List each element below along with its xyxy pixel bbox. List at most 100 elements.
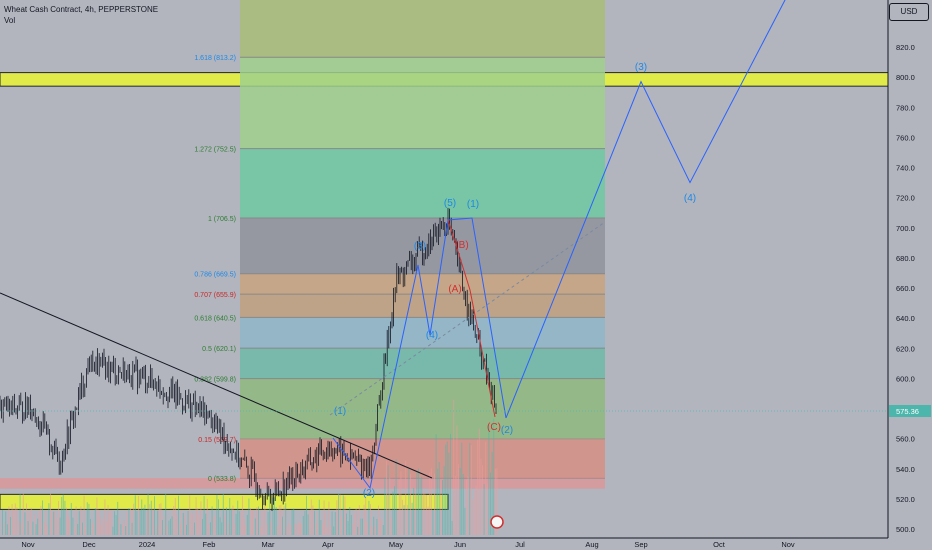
price-axis[interactable] [888, 0, 932, 550]
volume-bar [414, 487, 416, 535]
volume-bar [123, 520, 125, 535]
volume-bar [99, 517, 101, 535]
volume-bar [93, 524, 95, 535]
volume-indicator-label: Vol [4, 16, 16, 25]
volume-bar [490, 472, 491, 535]
volume-bar [155, 525, 157, 535]
volume-bar [248, 498, 250, 535]
volume-bar [34, 514, 35, 535]
volume-bar [358, 505, 360, 535]
volume-bar [312, 505, 314, 535]
fib-level-label: 0.707 (655.9) [194, 292, 236, 299]
volume-bar [45, 511, 47, 535]
volume-bar [320, 519, 322, 535]
volume-bar [419, 478, 421, 535]
volume-bar [349, 506, 351, 535]
volume-bar [294, 523, 296, 535]
volume-bar [5, 511, 7, 535]
volume-bar [341, 516, 343, 535]
volume-bar [288, 522, 290, 535]
x-tick-label: May [389, 540, 403, 549]
volume-bar [392, 491, 394, 535]
y-tick-label: 820.0 [896, 43, 915, 52]
volume-bar [189, 495, 191, 535]
volume-bar [101, 524, 103, 535]
y-tick-label: 720.0 [896, 194, 915, 203]
volume-bar [459, 467, 461, 535]
volume-bar [206, 498, 208, 535]
volume-bar [317, 512, 319, 535]
volume-bar [67, 515, 69, 535]
wave-label: (1) [467, 199, 479, 210]
currency-button[interactable]: USD [889, 3, 929, 21]
volume-bar [382, 524, 384, 535]
volume-bar [32, 521, 34, 535]
volume-bar [146, 511, 147, 535]
volume-bar [230, 508, 232, 535]
volume-bar [181, 510, 183, 535]
volume-bar [477, 439, 479, 535]
volume-bar [8, 506, 10, 535]
volume-bar [304, 510, 306, 535]
volume-bar [269, 493, 271, 535]
volume-bar [462, 473, 464, 535]
projection-path [505, 0, 786, 419]
wave-label: (2) [363, 488, 375, 499]
volume-bar [384, 477, 386, 535]
volume-bar [139, 509, 141, 535]
x-tick-label: Aug [585, 540, 598, 549]
volume-bar [430, 468, 432, 535]
volume-bar [115, 515, 117, 535]
volume-bar [416, 470, 418, 535]
volume-bar [13, 509, 15, 535]
volume-bar [410, 473, 411, 535]
volume-bar [402, 499, 403, 535]
fib-level-label: 1.618 (813.2) [194, 55, 236, 62]
volume-bar [326, 526, 328, 535]
tv-logo-icon[interactable] [490, 515, 504, 529]
volume-bar [27, 521, 29, 535]
volume-bar [178, 495, 179, 535]
volume-bar [77, 523, 79, 535]
volume-bar [474, 490, 475, 535]
wave-label: (A) [448, 284, 461, 295]
volume-bar [114, 511, 115, 535]
volume-bar [400, 471, 402, 535]
y-tick-label: 780.0 [896, 103, 915, 112]
volume-bar [229, 498, 231, 535]
volume-bar [42, 500, 43, 535]
volume-bar [478, 428, 480, 535]
volume-bar [483, 484, 485, 535]
y-tick-label: 660.0 [896, 284, 915, 293]
x-tick-label: Mar [262, 540, 275, 549]
volume-bar [163, 515, 165, 535]
volume-bar [210, 522, 211, 535]
volume-bar [165, 493, 167, 535]
volume-bar [149, 504, 151, 535]
volume-bar [427, 506, 429, 535]
volume-bar [429, 472, 431, 535]
time-axis[interactable] [0, 538, 932, 550]
x-tick-label: Oct [713, 540, 726, 549]
volume-bar [454, 475, 456, 535]
volume-bar [86, 502, 88, 535]
volume-bar [194, 522, 195, 535]
volume-bar [442, 480, 443, 535]
volume-bar [91, 521, 93, 535]
volume-bar [342, 495, 344, 535]
volume-bar [379, 518, 381, 535]
volume-bar [168, 520, 170, 535]
fib-band [0, 478, 605, 489]
volume-bar [488, 425, 490, 535]
volume-bar [205, 513, 207, 535]
volume-bar [426, 494, 427, 535]
x-tick-label: Jul [515, 540, 525, 549]
volume-bar [283, 506, 285, 535]
wave-label: (B) [455, 240, 468, 251]
volume-bar [37, 518, 39, 535]
volume-bar [285, 503, 287, 535]
volume-bar [117, 501, 119, 535]
y-tick-label: 640.0 [896, 314, 915, 323]
volume-bar [147, 492, 149, 535]
